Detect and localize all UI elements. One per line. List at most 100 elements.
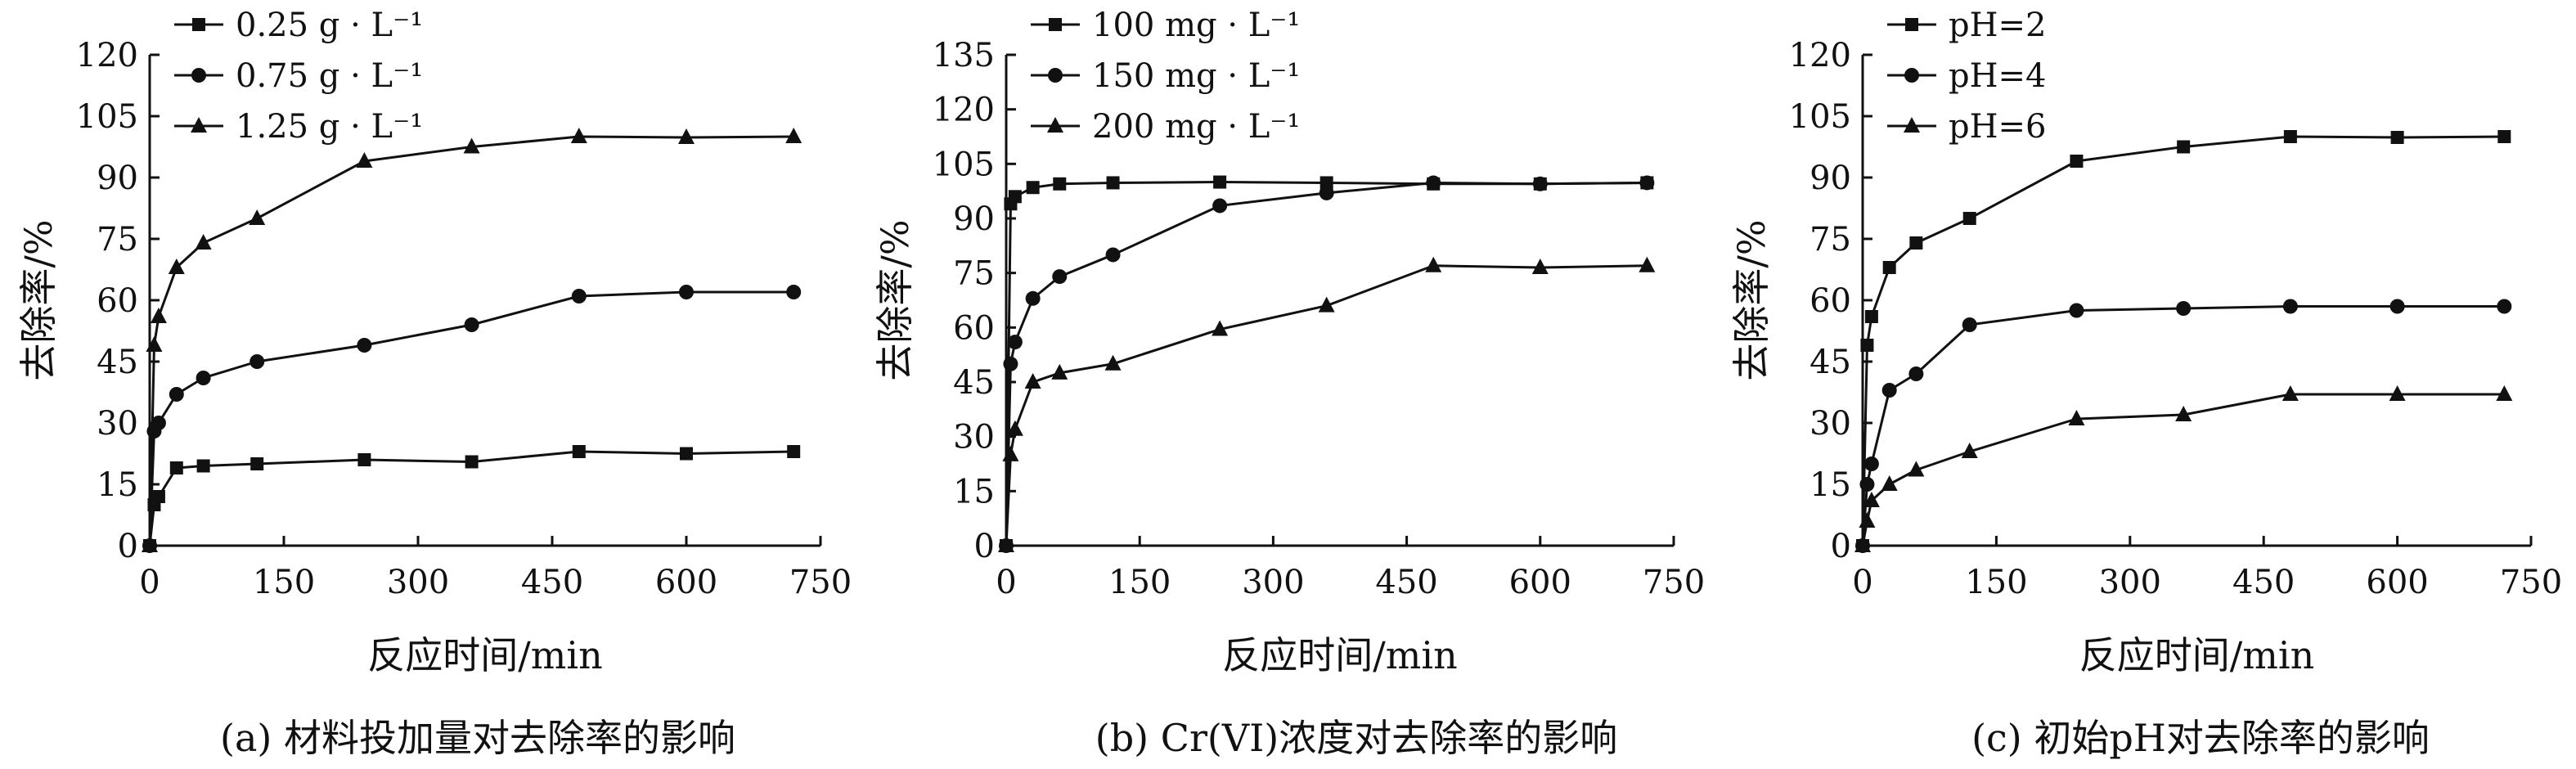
data-point (1909, 236, 1923, 250)
data-point (1864, 310, 1878, 323)
y-tick-label: 90 (97, 160, 138, 197)
y-tick-label: 15 (97, 466, 138, 504)
figure-caption: (a) 材料投加量对去除率的影响 (220, 716, 735, 760)
y-tick-label: 0 (974, 528, 995, 565)
data-point (1106, 176, 1120, 190)
data-point (1531, 259, 1549, 274)
data-point (1532, 176, 1548, 191)
x-tick-label: 600 (1509, 564, 1571, 601)
y-tick-label: 135 (933, 37, 995, 74)
data-point (249, 209, 266, 225)
data-point (1425, 256, 1442, 272)
data-point (1961, 443, 1978, 458)
data-point (1908, 461, 1925, 477)
legend-marker (1049, 18, 1062, 31)
data-point (2497, 130, 2511, 143)
legend-marker (1905, 18, 1918, 31)
x-tick-label: 450 (521, 564, 583, 601)
x-axis-title: 反应时间/min (1222, 633, 1457, 677)
data-point (2497, 299, 2512, 314)
data-point (1003, 356, 1018, 371)
y-tick-label: 105 (1789, 98, 1851, 136)
figure-caption: (c) 初始pH对去除率的影响 (1971, 716, 2430, 760)
data-point (1962, 212, 1976, 225)
x-axis-title: 反应时间/min (367, 633, 602, 677)
data-point (463, 137, 480, 154)
data-point (464, 317, 479, 332)
y-tick-label: 120 (933, 92, 995, 129)
data-point (1053, 177, 1067, 191)
data-point (169, 461, 183, 474)
data-point (195, 234, 212, 250)
data-point (1006, 420, 1023, 436)
data-point (680, 447, 693, 461)
data-point (150, 308, 167, 323)
y-axis-title: 去除率/% (1729, 219, 1774, 380)
y-tick-label: 60 (1809, 282, 1851, 320)
y-tick-label: 90 (1809, 160, 1851, 197)
data-point (250, 457, 264, 470)
data-point (357, 338, 372, 353)
y-tick-label: 60 (953, 309, 995, 347)
data-point (679, 285, 694, 299)
data-point (678, 128, 695, 144)
y-tick-label: 30 (953, 419, 995, 456)
x-tick-label: 750 (1643, 564, 1705, 601)
data-point (2389, 385, 2406, 401)
data-point (1881, 475, 1898, 491)
data-point (250, 354, 265, 369)
data-point (1962, 317, 1977, 332)
data-point (2496, 385, 2513, 401)
y-tick-label: 0 (118, 528, 138, 565)
legend-marker (1904, 68, 1919, 83)
data-point (1051, 363, 1068, 380)
x-tick-label: 0 (996, 564, 1016, 601)
chart-panel-2: 0 15 30 45 60 75 90 105 120 0 150 300 450 600 750 反应时间/… (1729, 7, 2562, 760)
data-point (2176, 301, 2192, 316)
data-point (1007, 335, 1023, 350)
x-tick-label: 0 (1852, 564, 1872, 601)
series-line-2 (148, 135, 794, 546)
legend-marker (1048, 68, 1063, 83)
data-point (785, 128, 802, 143)
data-point (169, 387, 184, 402)
x-tick-label: 300 (2099, 564, 2161, 601)
data-point (1881, 383, 1897, 398)
y-tick-label: 60 (97, 282, 138, 320)
x-tick-label: 150 (1108, 564, 1171, 601)
x-tick-label: 150 (1965, 564, 2027, 601)
data-point (1882, 261, 1896, 274)
data-point (146, 336, 163, 352)
data-point (2069, 303, 2084, 318)
data-point (2283, 130, 2297, 143)
data-point (1863, 456, 1879, 471)
series-line-0 (1861, 135, 2505, 546)
data-point (2282, 299, 2298, 314)
data-point (2068, 410, 2085, 425)
legend-marker (1047, 117, 1063, 133)
data-point (357, 453, 371, 466)
y-tick-label: 90 (953, 200, 995, 238)
figure-caption: (b) Cr(VI)浓度对去除率的影响 (1095, 716, 1617, 760)
legend-marker (192, 18, 205, 31)
legend-marker (191, 117, 207, 133)
data-point (1008, 190, 1022, 204)
data-point (2070, 155, 2084, 168)
data-point (1212, 198, 1228, 214)
y-tick-label: 120 (1789, 37, 1851, 74)
data-point (1319, 185, 1334, 200)
y-tick-label: 105 (76, 98, 138, 136)
data-point (196, 459, 210, 473)
series-line-1 (1005, 181, 1648, 546)
x-tick-label: 450 (1375, 564, 1437, 601)
x-tick-label: 300 (1242, 564, 1304, 601)
data-point (1104, 354, 1122, 371)
data-point (1026, 181, 1040, 195)
data-point (151, 416, 166, 430)
legend-label: pH=6 (1949, 108, 2046, 146)
data-point (1860, 339, 1874, 352)
y-tick-label: 45 (1809, 344, 1851, 381)
legend-label: pH=4 (1949, 57, 2046, 95)
x-axis-title: 反应时间/min (2079, 633, 2314, 677)
data-point (571, 289, 587, 304)
